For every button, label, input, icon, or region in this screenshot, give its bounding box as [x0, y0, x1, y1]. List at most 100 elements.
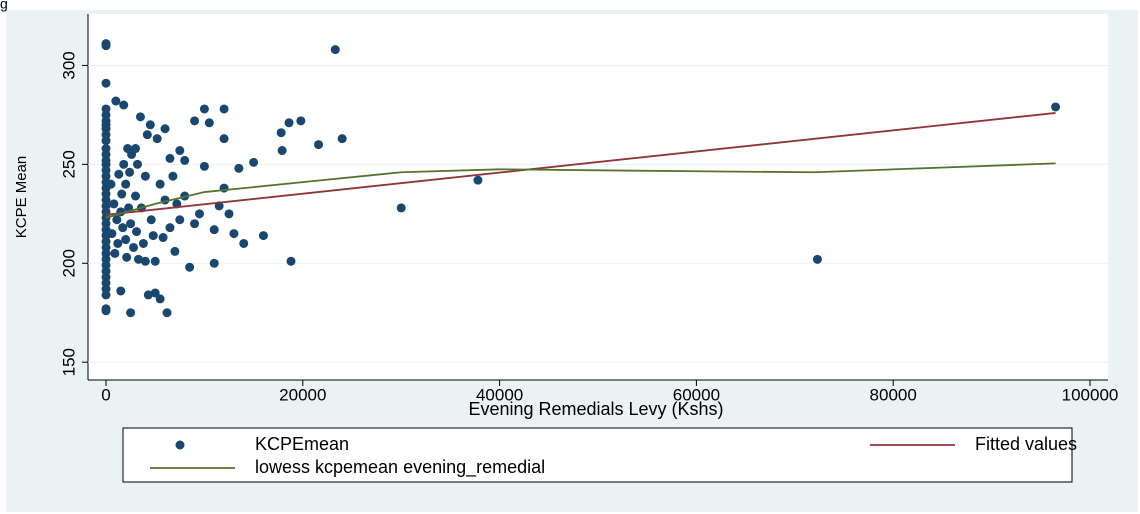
- point: [106, 179, 116, 189]
- point: [121, 179, 131, 189]
- point: [116, 286, 126, 296]
- point: [185, 262, 195, 272]
- point: [229, 229, 239, 239]
- point: [111, 96, 121, 106]
- point: [131, 191, 141, 201]
- point: [155, 294, 165, 304]
- point: [204, 118, 214, 128]
- point: [234, 163, 244, 173]
- point: [145, 120, 155, 130]
- point: [209, 225, 219, 235]
- point: [219, 134, 229, 144]
- point: [165, 153, 175, 163]
- point: [132, 227, 142, 237]
- point: [258, 231, 268, 241]
- point: [135, 112, 145, 122]
- point: [114, 169, 124, 179]
- point: [121, 235, 131, 245]
- point: [119, 100, 129, 110]
- point: [122, 252, 132, 262]
- legend-label: lowess kcpemean evening_remedial: [255, 457, 545, 478]
- point: [209, 258, 219, 268]
- point: [199, 104, 209, 114]
- point: [286, 256, 296, 266]
- x-tick-label: 0: [101, 385, 110, 404]
- y-tick-label: 200: [59, 249, 78, 277]
- point: [138, 238, 148, 248]
- point: [143, 290, 153, 300]
- x-tick-label: 40000: [476, 385, 523, 404]
- point: [132, 159, 142, 169]
- point: [199, 161, 209, 171]
- point: [160, 124, 170, 134]
- point: [277, 146, 287, 156]
- point: [113, 238, 123, 248]
- point: [101, 306, 111, 316]
- point: [101, 41, 111, 51]
- x-tick-label: 80000: [870, 385, 917, 404]
- point: [112, 215, 122, 225]
- point: [126, 219, 136, 229]
- point: [168, 171, 178, 181]
- point: [175, 146, 185, 156]
- point: [165, 223, 175, 233]
- point: [146, 215, 156, 225]
- point: [337, 134, 347, 144]
- point: [473, 175, 483, 185]
- point: [1051, 102, 1061, 112]
- point: [148, 231, 158, 241]
- point: [155, 179, 165, 189]
- y-axis-label: KCPE Mean: [13, 156, 30, 239]
- point: [140, 256, 150, 266]
- legend-box: [122, 427, 1073, 483]
- point: [194, 209, 204, 219]
- point: [249, 157, 259, 167]
- point: [140, 171, 150, 181]
- point: [101, 136, 111, 146]
- plot-area: [88, 14, 1108, 380]
- point: [190, 116, 200, 126]
- point: [150, 256, 160, 266]
- point: [126, 308, 136, 318]
- legend-marker: [175, 440, 185, 450]
- point: [133, 254, 143, 264]
- point: [118, 223, 128, 233]
- point: [125, 167, 135, 177]
- point: [109, 199, 119, 209]
- x-tick-label: 100000: [1062, 385, 1119, 404]
- legend-label: Fitted values: [975, 434, 1077, 454]
- point: [190, 219, 200, 229]
- point: [129, 242, 139, 252]
- caption: g: [0, 0, 8, 12]
- point: [162, 308, 172, 318]
- point: [107, 229, 117, 239]
- legend-label: KCPEmean: [255, 434, 349, 454]
- x-tick-label: 60000: [673, 385, 720, 404]
- line: [105, 112, 1056, 216]
- y-tick-label: 150: [59, 348, 78, 376]
- point: [180, 155, 190, 165]
- point: [119, 159, 129, 169]
- y-tick-label: 250: [59, 150, 78, 178]
- point: [812, 254, 822, 264]
- point: [175, 215, 185, 225]
- point: [224, 209, 234, 219]
- point: [152, 134, 162, 144]
- point: [396, 203, 406, 213]
- point: [101, 290, 111, 300]
- y-tick-label: 300: [59, 51, 78, 79]
- point: [284, 118, 294, 128]
- point: [330, 45, 340, 55]
- x-axis-label: Evening Remedials Levy (Kshs): [468, 399, 723, 419]
- point: [170, 246, 180, 256]
- point: [219, 104, 229, 114]
- point: [117, 189, 127, 199]
- x-tick-label: 20000: [279, 385, 326, 404]
- point: [101, 78, 111, 88]
- point: [142, 130, 152, 140]
- point: [110, 248, 120, 258]
- point: [150, 288, 160, 298]
- line: [105, 162, 1056, 219]
